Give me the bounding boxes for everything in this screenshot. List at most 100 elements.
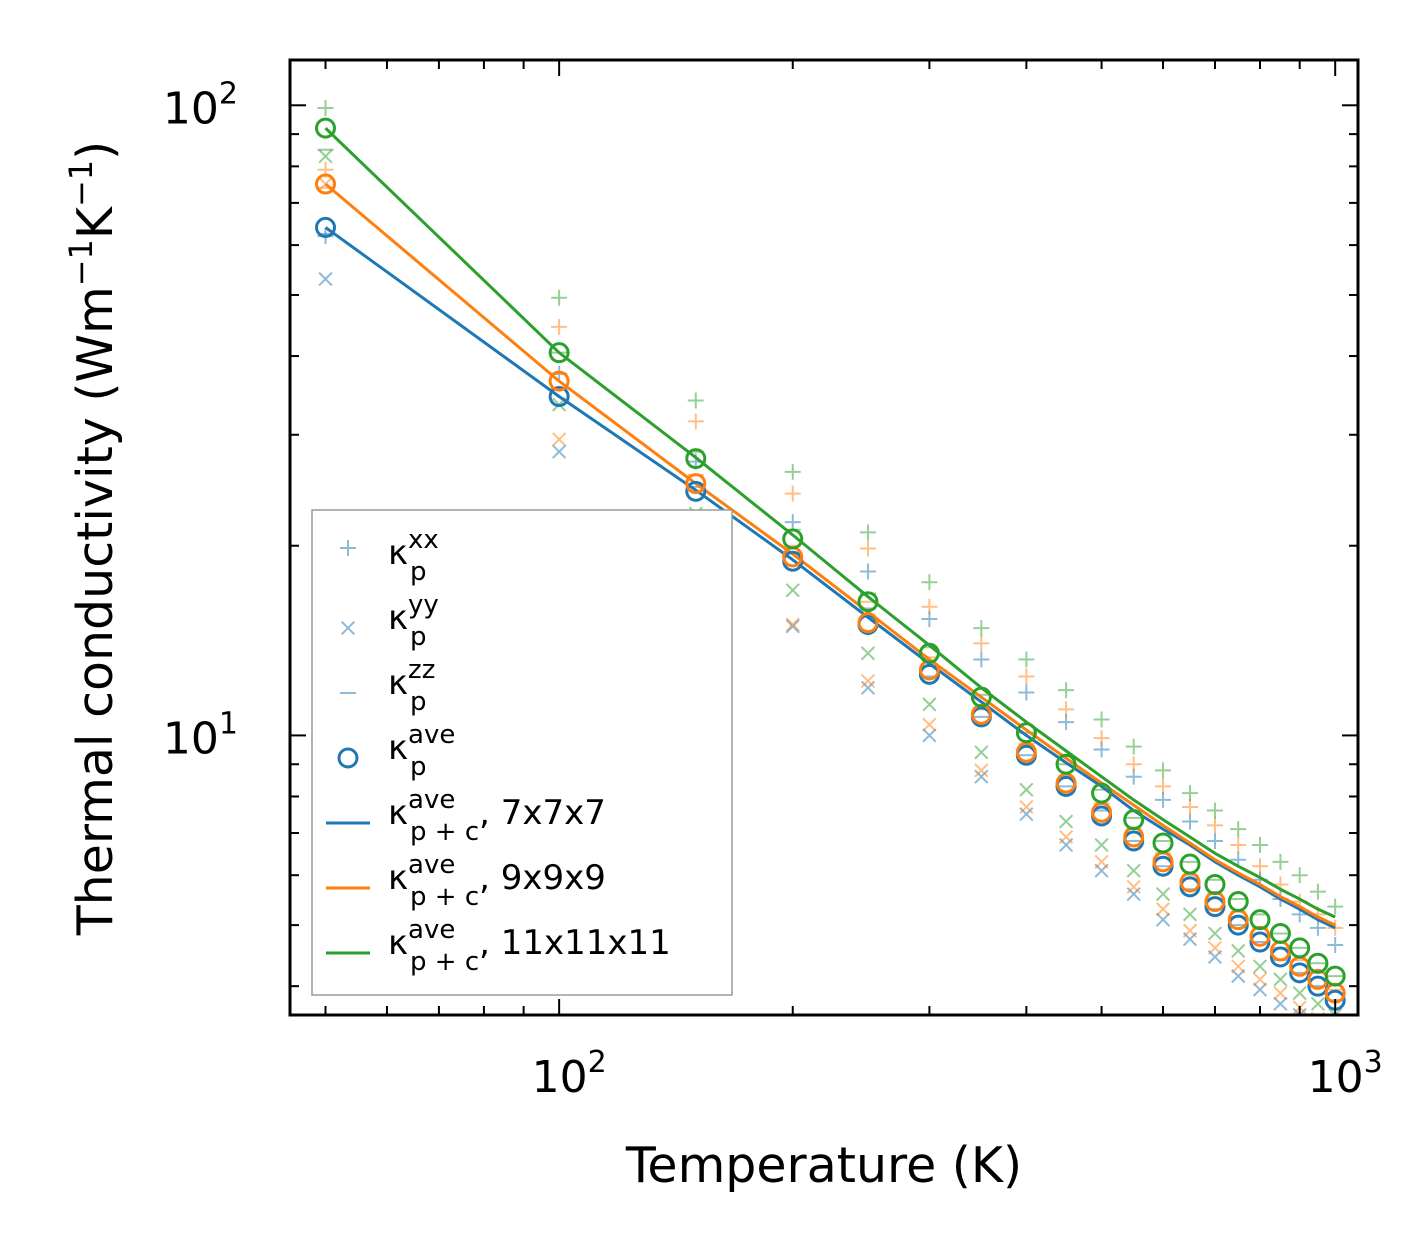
kyy-point-11x11x11-550-b [1126,863,1141,878]
kyy-point-11x11x11-300-b [922,697,937,712]
legend-entry-1-marker [340,620,356,636]
kyy-point-9x9x9-1000-b [1329,1024,1342,1037]
kave-point-11x11x11-700 [1204,873,1226,895]
kyy-point-9x9x9-750 [1231,959,1246,974]
kyy-point-9x9x9-300 [922,717,937,732]
kyy-point-11x11x11-500-b [1094,837,1109,853]
x-tick-label-100-base: 10 [532,1052,588,1103]
kave-point-9x9x9-50 [315,173,337,195]
kyy-point-7x7x7-350 [974,769,989,784]
legend-entry-3-sub: p [410,752,427,782]
kyy-point-11x11x11-250 [860,646,876,661]
kxx-point-11x11x11-250 [859,524,876,541]
kyy-point-7x7x7-1000 [1329,1032,1342,1045]
kyy-point-9x9x9-500-b [1094,854,1109,869]
kyy-point-11x11x11-1000-b [1333,1007,1343,1015]
kyy-point-7x7x7-300 [922,728,937,743]
kave-point-11x11x11-300 [918,642,940,664]
kyy-point-11x11x11-600 [1155,886,1171,902]
kyy-point-9x9x9-450-b [1058,829,1074,845]
kyy-point-7x7x7-800-b [1252,982,1268,997]
plot-marks [315,100,1346,1045]
kyy-point-7x7x7-250-b [860,680,876,695]
kyy-point-11x11x11-300 [922,697,937,712]
kyy-point-7x7x7-100-b [552,444,567,459]
kave-point-7x7x7-750 [1227,914,1249,936]
kxx-point-11x11x11-350 [973,620,990,637]
legend-entry-3-sup: ave [408,720,455,750]
kyy-point-11x11x11-350-b [974,745,989,760]
kave-point-7x7x7-50 [315,216,337,238]
kyy-point-7x7x7-1000-b [1329,1032,1342,1045]
kave-point-9x9x9-150 [685,473,707,495]
kyy-point-11x11x11-350 [974,745,989,760]
kxx-point-9x9x9-450 [1058,701,1075,718]
x-tick-label-1000-base: 10 [1308,1052,1364,1103]
x-tick-label-100: 102 [532,1045,607,1103]
legend-entry-6-tail: , 11x11x11 [479,923,671,963]
kyy-point-9x9x9-1000-a [1329,1024,1342,1037]
kave-point-11x11x11-250 [857,591,879,613]
x-tick-label-1000-exp: 3 [1364,1045,1383,1080]
kyy-point-9x9x9-650 [1182,923,1198,938]
kpc-line-7x7x7 [324,226,1336,930]
legend-entry-0-marker [340,540,356,556]
y-tick-label-10-base: 10 [163,713,219,764]
kxx-point-9x9x9-800 [1251,858,1268,875]
y-axis-label-sup2: −1 [62,160,100,207]
kxx-point-11x11x11-50 [317,100,334,117]
legend-entry-1-marker-b [340,620,356,636]
y-tick-label-10: 101 [163,706,238,764]
kyy-point-7x7x7-200-b [785,619,800,634]
kyy-point-9x9x9-600 [1155,902,1171,917]
kxx-point-9x9x9-300 [921,598,938,615]
y-axis-label-prefix: Thermal conductivity (Wm [67,286,124,936]
kyy-point-11x11x11-850-b [1273,972,1288,987]
y-axis-label-suffix: ) [67,141,124,160]
kave-point-7x7x7-850 [1269,946,1291,968]
y-tick-label-100-base: 10 [163,83,219,134]
y-axis-label-sup1: −1 [62,239,100,286]
kyy-point-11x11x11-950 [1310,996,1326,1011]
kyy-point-9x9x9-700 [1207,940,1223,956]
kyy-point-11x11x11-400 [1019,782,1034,797]
kyy-point-9x9x9-100 [552,432,567,447]
plot-frame [288,58,1360,1017]
kyy-point-11x11x11-750 [1231,943,1246,959]
y-axis-label: Thermal conductivity (Wm−1K−1) [62,141,124,937]
kyy-point-7x7x7-50 [318,271,333,287]
kave-point-11x11x11-200 [782,528,804,550]
kxx-point-9x9x9-750 [1230,837,1247,854]
kyy-point-11x11x11-950-b [1310,996,1326,1011]
kyy-point-11x11x11-1000-a [1328,1007,1337,1015]
kyy-point-7x7x7-250 [860,680,876,695]
legend-entry-3-marker [337,747,359,769]
kyy-point-9x9x9-1000 [1329,1024,1342,1037]
kyy-point-9x9x9-250 [860,673,876,689]
kyy-point-11x11x11-550 [1126,863,1141,878]
kyy-point-7x7x7-800 [1252,982,1268,997]
kyy-point-11x11x11-250-b [860,646,876,661]
kyy-point-9x9x9-100-b [552,432,567,447]
kyy-point-9x9x9-850-b [1273,985,1288,1001]
kxx-point-11x11x11-800 [1251,837,1268,854]
kxx-point-7x7x7-400 [1018,684,1035,701]
kyy-point-7x7x7-950-b [1312,1020,1325,1033]
kave-point-11x11x11-100 [548,342,570,364]
kave-point-11x11x11-750 [1227,891,1249,913]
kyy-point-7x7x7-1000-a [1329,1032,1342,1045]
legend-entry-6-sup: ave [408,915,455,945]
legend-entry-2-sup: zz [408,655,435,685]
kyy-point-11x11x11-50-b [318,149,333,164]
kxx-point-11x11x11-750 [1230,821,1247,838]
kave-point-11x11x11-400 [1015,722,1037,744]
kyy-point-9x9x9-350 [974,763,989,778]
legend-entry-1-base: κ [388,598,408,638]
kxx-point-9x9x9-550 [1125,756,1142,773]
kxx-point-11x11x11-450 [1058,682,1075,699]
legend-entry-4-label: κave p + c, 7x7x7 [388,785,606,847]
kxx-point-11x11x11-550 [1125,738,1142,755]
kyy-point-9x9x9-350-b [974,763,989,778]
